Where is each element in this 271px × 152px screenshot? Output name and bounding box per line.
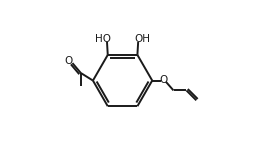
Text: O: O <box>64 56 73 66</box>
Text: O: O <box>160 75 168 85</box>
Text: HO: HO <box>95 34 111 44</box>
Text: OH: OH <box>135 34 151 44</box>
